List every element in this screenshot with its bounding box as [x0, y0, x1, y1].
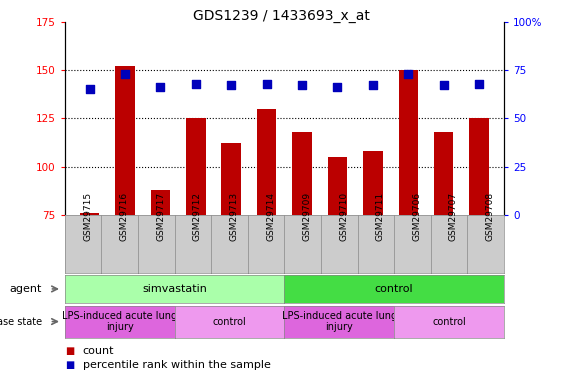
Text: ■: ■ — [65, 360, 74, 370]
Text: GSM29706: GSM29706 — [412, 192, 421, 241]
Point — [439, 82, 448, 88]
Text: GSM29716: GSM29716 — [119, 192, 128, 241]
Bar — [399, 70, 418, 215]
Text: agent: agent — [10, 284, 42, 294]
Text: GSM29717: GSM29717 — [157, 192, 165, 241]
Point — [404, 71, 413, 77]
Text: simvastatin: simvastatin — [142, 284, 207, 294]
Text: GSM29710: GSM29710 — [339, 192, 348, 241]
Bar — [257, 109, 276, 215]
Text: GSM29712: GSM29712 — [193, 192, 202, 240]
Text: percentile rank within the sample: percentile rank within the sample — [83, 360, 271, 370]
Text: ■: ■ — [65, 345, 74, 355]
Bar — [328, 157, 347, 215]
Point — [85, 86, 94, 92]
Bar — [115, 66, 135, 215]
Text: GSM29714: GSM29714 — [266, 192, 275, 240]
Point — [120, 71, 129, 77]
Text: GSM29711: GSM29711 — [376, 192, 385, 241]
Point — [262, 81, 271, 87]
Text: count: count — [83, 345, 114, 355]
Point — [191, 81, 200, 87]
Bar — [363, 151, 383, 215]
Text: LPS-induced acute lung
injury: LPS-induced acute lung injury — [62, 311, 177, 332]
Bar — [151, 190, 170, 215]
Text: GSM29715: GSM29715 — [83, 192, 92, 241]
Point — [475, 81, 484, 87]
Text: GSM29708: GSM29708 — [485, 192, 494, 241]
Text: GSM29707: GSM29707 — [449, 192, 458, 241]
Bar — [80, 213, 99, 215]
Text: control: control — [213, 316, 246, 327]
Point — [297, 82, 306, 88]
Text: GSM29709: GSM29709 — [303, 192, 311, 241]
Text: LPS-induced acute lung
injury: LPS-induced acute lung injury — [282, 311, 397, 332]
Text: control: control — [375, 284, 413, 294]
Point — [156, 84, 165, 90]
Bar — [292, 132, 312, 215]
Bar — [186, 118, 205, 215]
Text: GSM29713: GSM29713 — [230, 192, 238, 241]
Bar — [221, 143, 241, 215]
Bar — [434, 132, 453, 215]
Point — [333, 84, 342, 90]
Point — [368, 82, 377, 88]
Text: GDS1239 / 1433693_x_at: GDS1239 / 1433693_x_at — [193, 9, 370, 23]
Text: control: control — [432, 316, 466, 327]
Text: disease state: disease state — [0, 316, 42, 327]
Point — [227, 82, 236, 88]
Bar — [470, 118, 489, 215]
